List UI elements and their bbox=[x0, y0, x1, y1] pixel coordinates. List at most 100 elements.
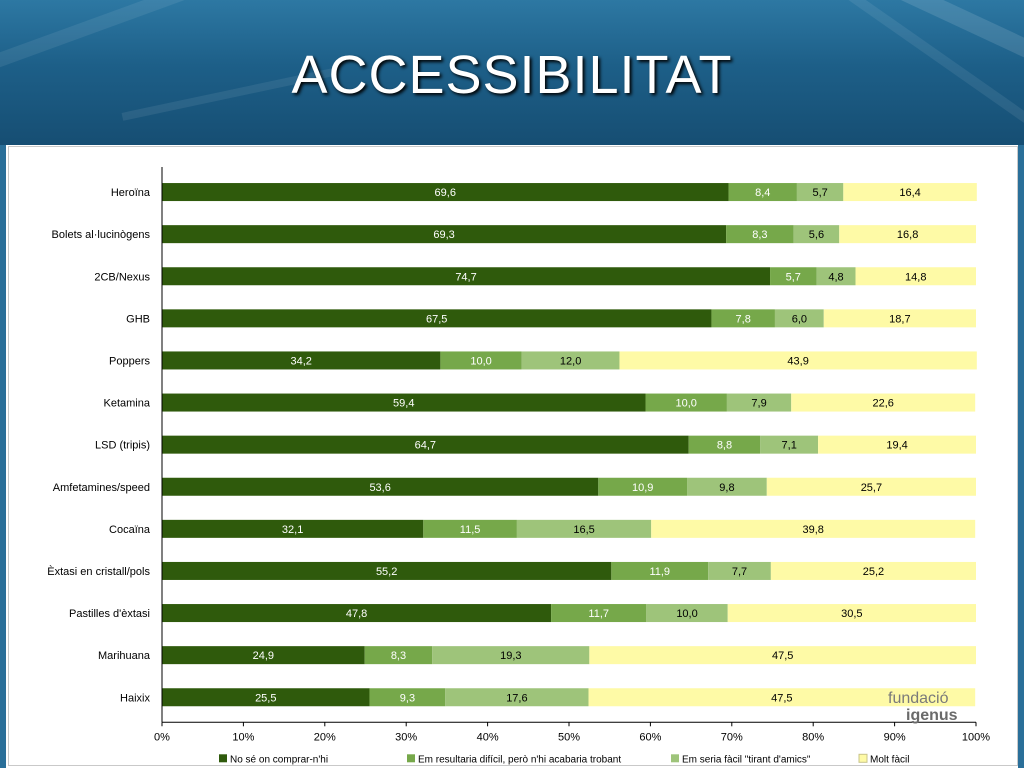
x-tick-label: 70% bbox=[721, 731, 743, 743]
data-label: 30,5 bbox=[841, 608, 862, 620]
data-label: 47,5 bbox=[771, 692, 792, 704]
data-label: 17,6 bbox=[506, 692, 527, 704]
bar-segment bbox=[162, 309, 712, 328]
legend-swatch bbox=[219, 754, 227, 763]
category-label: 2CB/Nexus bbox=[94, 271, 150, 283]
bar-segment bbox=[423, 519, 517, 538]
slide-title: ACCESSIBILITAT bbox=[291, 45, 733, 105]
bar-segment bbox=[619, 351, 977, 370]
bar-segment bbox=[162, 267, 771, 286]
category-label: GHB bbox=[126, 313, 150, 325]
data-label: 7,7 bbox=[732, 566, 747, 578]
bar-segment bbox=[588, 688, 976, 707]
data-label: 10,0 bbox=[470, 355, 491, 367]
data-label: 4,8 bbox=[828, 271, 843, 283]
x-tick-label: 10% bbox=[232, 731, 254, 743]
bar-segment bbox=[766, 477, 976, 496]
data-label: 25,7 bbox=[861, 482, 882, 494]
data-label: 74,7 bbox=[455, 271, 476, 283]
data-label: 5,7 bbox=[812, 187, 827, 199]
data-label: 55,2 bbox=[376, 566, 397, 578]
data-label: 19,4 bbox=[886, 440, 907, 452]
bar-segment bbox=[843, 183, 977, 202]
bar-segment bbox=[651, 519, 976, 538]
legend-label: Em resultaria difícil, però n'hi acabari… bbox=[418, 754, 621, 765]
bar-segment bbox=[645, 393, 727, 412]
data-label: 53,6 bbox=[369, 482, 390, 494]
category-label: LSD (tripis) bbox=[95, 440, 150, 452]
data-label: 25,2 bbox=[863, 566, 884, 578]
bar-segment bbox=[516, 519, 652, 538]
x-axis: 0% 10% 20% 30% 40% 50% 60% 70% 80% 90% 100% bbox=[154, 167, 990, 743]
bar-segment bbox=[760, 435, 819, 454]
data-label: 10,9 bbox=[632, 482, 653, 494]
bar-segment bbox=[589, 646, 976, 665]
category-label: Cocaïna bbox=[109, 524, 151, 536]
data-label: 16,5 bbox=[573, 524, 594, 536]
bar-segment bbox=[162, 477, 599, 496]
data-label: 8,3 bbox=[752, 229, 767, 241]
bar-segment bbox=[708, 561, 771, 580]
fundacio-igenus-logo: fundació igenus bbox=[884, 690, 1004, 730]
data-label: 9,8 bbox=[719, 482, 734, 494]
category-label: Marihuana bbox=[98, 650, 151, 662]
slide-left-edge bbox=[0, 145, 6, 768]
bar-segment bbox=[688, 435, 761, 454]
data-label: 47,5 bbox=[772, 650, 793, 662]
data-label: 32,1 bbox=[282, 524, 303, 536]
legend-swatch bbox=[858, 753, 868, 763]
data-label: 47,8 bbox=[346, 608, 367, 620]
data-label: 19,3 bbox=[500, 650, 521, 662]
data-label: 43,9 bbox=[787, 355, 808, 367]
data-label: 8,8 bbox=[717, 440, 732, 452]
x-tick-label: 0% bbox=[154, 731, 170, 743]
x-tick-label: 20% bbox=[314, 731, 336, 743]
bar-segment bbox=[162, 351, 441, 370]
data-label: 24,9 bbox=[253, 650, 274, 662]
data-label: 16,4 bbox=[899, 187, 920, 199]
legend-label: Molt fàcil bbox=[870, 754, 909, 765]
bar-segment bbox=[611, 561, 709, 580]
bar-segment bbox=[855, 267, 976, 286]
stacked-bar-chart: 69,6 8,4 5,7 16,4 69,3 8,3 5,6 16,8 74,7 5,7 4,8 14… bbox=[47, 167, 990, 765]
bar-segment bbox=[364, 646, 433, 665]
bar-segment bbox=[770, 561, 976, 580]
bar-segment bbox=[432, 646, 590, 665]
bar-segment bbox=[793, 225, 840, 244]
bar-segment bbox=[445, 688, 589, 707]
data-label: 22,6 bbox=[872, 398, 893, 410]
bar-segment bbox=[711, 309, 775, 328]
bar-segment bbox=[770, 267, 817, 286]
bar-segment bbox=[162, 604, 552, 623]
legend: No sé on comprar-n'hi Em resultaria difíc… bbox=[219, 753, 909, 765]
legend-label: No sé on comprar-n'hi bbox=[230, 754, 328, 765]
x-tick-label: 100% bbox=[962, 731, 990, 743]
bar-segment bbox=[818, 435, 976, 454]
data-label: 34,2 bbox=[290, 355, 311, 367]
data-label: 5,6 bbox=[809, 229, 824, 241]
data-label: 7,1 bbox=[782, 440, 797, 452]
title-banner: ACCESSIBILITAT bbox=[0, 0, 1024, 145]
bar-segment bbox=[726, 225, 794, 244]
data-label: 12,0 bbox=[560, 355, 581, 367]
bar-segment bbox=[796, 183, 844, 202]
data-label: 39,8 bbox=[802, 524, 823, 536]
data-label: 7,9 bbox=[751, 398, 766, 410]
data-label: 9,3 bbox=[400, 692, 415, 704]
data-label: 59,4 bbox=[393, 398, 414, 410]
category-label: Èxtasi en cristall/pols bbox=[47, 565, 150, 578]
data-label: 10,0 bbox=[676, 398, 697, 410]
x-tick-label: 80% bbox=[802, 731, 824, 743]
logo-line-2: igenus bbox=[906, 707, 958, 724]
bar-segment bbox=[162, 183, 729, 202]
category-label: Pastilles d'èxtasi bbox=[69, 608, 150, 620]
x-tick-label: 50% bbox=[558, 731, 580, 743]
data-label: 18,7 bbox=[889, 313, 910, 325]
legend-label: Em seria fàcil "tirant d'amics" bbox=[682, 754, 811, 765]
category-label: Bolets al·lucinògens bbox=[52, 229, 151, 241]
data-label: 14,8 bbox=[905, 271, 926, 283]
category-label: Amfetamines/speed bbox=[53, 482, 150, 494]
bar-segment bbox=[598, 477, 688, 496]
bar-segment bbox=[646, 604, 728, 623]
data-label: 8,3 bbox=[391, 650, 406, 662]
